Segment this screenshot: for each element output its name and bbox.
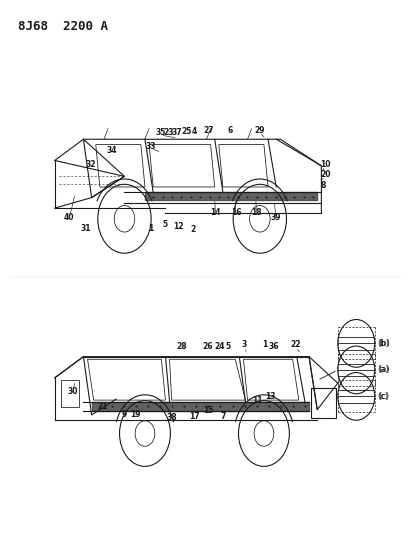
Text: (c): (c) — [378, 392, 389, 401]
Text: 36: 36 — [268, 342, 279, 351]
Text: 15: 15 — [203, 406, 214, 415]
Text: 34: 34 — [106, 147, 116, 156]
Text: 8J68  2200 A: 8J68 2200 A — [18, 20, 108, 33]
Text: 17: 17 — [189, 411, 199, 421]
Text: 2: 2 — [191, 225, 196, 234]
Text: 25: 25 — [182, 127, 192, 136]
Bar — [311, 389, 336, 418]
Text: 19: 19 — [130, 410, 140, 419]
Text: 39: 39 — [271, 213, 282, 222]
Text: (b): (b) — [378, 339, 390, 348]
Text: 5: 5 — [162, 220, 167, 229]
Text: (c): (c) — [377, 392, 388, 401]
Text: 13: 13 — [265, 392, 275, 401]
Text: 23: 23 — [163, 128, 173, 138]
Text: 8: 8 — [321, 181, 326, 190]
Text: (a): (a) — [378, 366, 389, 374]
Text: 38: 38 — [167, 413, 177, 422]
Text: 40: 40 — [64, 213, 74, 222]
Text: 12: 12 — [173, 222, 184, 231]
Text: 5: 5 — [225, 342, 231, 351]
Text: 27: 27 — [203, 126, 214, 135]
Text: 33: 33 — [146, 142, 157, 151]
Text: 18: 18 — [251, 208, 262, 217]
Text: 10: 10 — [320, 160, 331, 168]
Text: (a): (a) — [377, 366, 389, 374]
Text: 6: 6 — [228, 126, 233, 135]
Text: 7: 7 — [220, 411, 225, 421]
Text: (b): (b) — [377, 339, 389, 348]
Text: 11: 11 — [252, 395, 263, 405]
Text: 4: 4 — [192, 127, 197, 136]
Text: 28: 28 — [177, 342, 187, 351]
Text: 24: 24 — [215, 342, 225, 351]
Text: 30: 30 — [67, 387, 78, 396]
Text: 1: 1 — [149, 224, 154, 233]
Text: 9: 9 — [122, 410, 127, 419]
Text: 32: 32 — [85, 160, 96, 169]
Text: 21: 21 — [98, 402, 108, 411]
Text: 35: 35 — [155, 128, 166, 138]
Text: 14: 14 — [210, 208, 221, 217]
Text: 3: 3 — [242, 341, 247, 350]
Text: 31: 31 — [80, 224, 91, 233]
Text: 16: 16 — [231, 208, 241, 217]
Text: 22: 22 — [291, 341, 301, 350]
Text: 26: 26 — [202, 342, 213, 351]
Text: 1: 1 — [262, 341, 267, 350]
Text: 20: 20 — [320, 170, 331, 179]
Text: 37: 37 — [171, 128, 182, 138]
Text: 29: 29 — [254, 126, 265, 135]
